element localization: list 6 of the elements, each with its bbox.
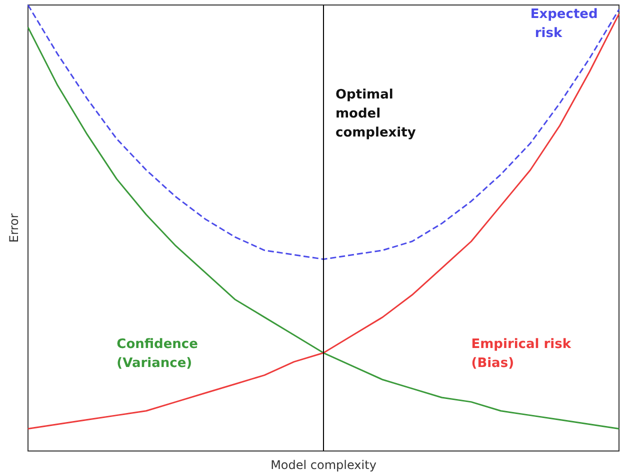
y-axis-title: Error: [7, 213, 21, 243]
x-axis-title: Model complexity: [270, 458, 376, 472]
text: Empirical risk (Bias): [471, 337, 576, 372]
text: Confidence (Variance): [116, 337, 202, 372]
series-label: Expected risk: [530, 7, 598, 41]
text: Optimal model complexity: [336, 87, 416, 140]
